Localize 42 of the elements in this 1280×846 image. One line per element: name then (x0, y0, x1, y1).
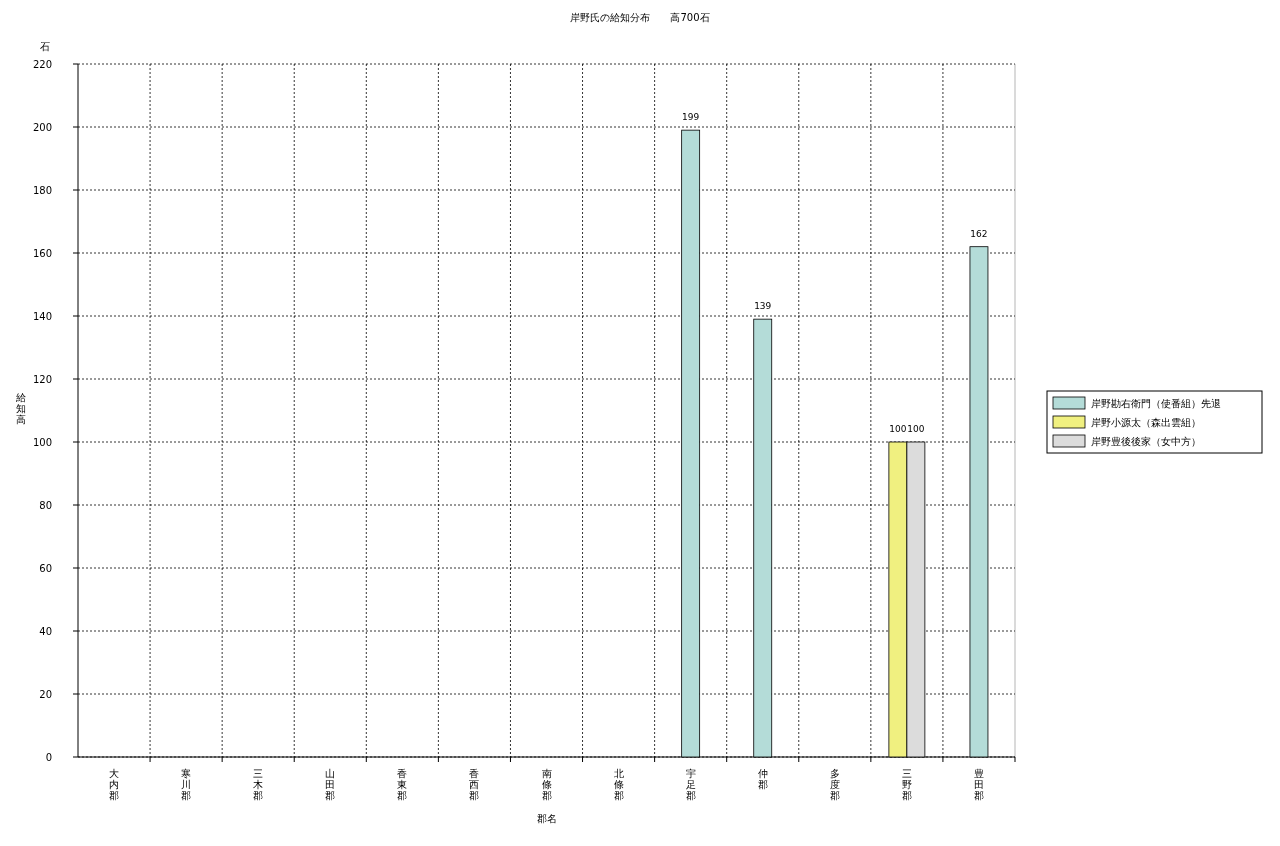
y-tick-label: 40 (39, 626, 52, 637)
x-tick-label: 北條郡 (613, 768, 624, 801)
y-axis-title: 給知高 (15, 392, 26, 425)
x-tick-label: 寒川郡 (181, 768, 192, 801)
x-tick-label: 豊田郡 (973, 768, 984, 801)
x-axis-title: 郡名 (536, 813, 557, 824)
data-label: 162 (970, 228, 988, 239)
x-tick-label: 南條郡 (541, 768, 552, 801)
x-tick-label: 香東郡 (397, 768, 408, 801)
x-tick-label: 大内郡 (109, 768, 120, 801)
bar: 100 (906, 424, 926, 758)
y-tick-label: 20 (39, 689, 52, 700)
y-tick-label: 100 (32, 437, 52, 448)
x-tick-label: 宇足郡 (685, 768, 696, 801)
data-label: 199 (682, 112, 700, 123)
x-tick-label: 山田郡 (325, 768, 336, 801)
bar: 199 (681, 112, 701, 758)
y-tick-label: 60 (39, 563, 52, 574)
bar: 139 (753, 301, 773, 758)
bar: 100 (888, 424, 908, 758)
x-tick-label: 仲郡 (757, 768, 768, 790)
x-tick-label: 多度郡 (829, 768, 840, 801)
chart-title: 岸野氏の給知分布 高700石 (570, 12, 710, 23)
x-tick-label: 香西郡 (469, 768, 480, 801)
y-tick-label: 140 (32, 311, 52, 322)
legend-label: 岸野小源太（森出雲組） (1091, 417, 1201, 428)
y-tick-label: 180 (32, 185, 52, 196)
data-label: 139 (754, 301, 772, 312)
legend-label: 岸野勘右衛門（使番組）先退 (1091, 398, 1221, 409)
legend-label: 岸野豊後後家（女中方） (1091, 436, 1201, 447)
data-label: 100 (907, 424, 925, 434)
bar: 162 (969, 228, 989, 758)
y-tick-label: 220 (32, 59, 52, 70)
y-tick-label: 200 (32, 122, 52, 133)
x-tick-label: 三野郡 (901, 768, 912, 801)
y-tick-label: 0 (45, 752, 52, 763)
data-label: 100 (889, 424, 907, 434)
x-tick-label: 三木郡 (253, 768, 264, 801)
y-tick-label: 120 (32, 374, 52, 385)
y-tick-label: 80 (39, 500, 52, 511)
text: 石 (40, 41, 50, 52)
y-tick-label: 160 (32, 248, 52, 259)
